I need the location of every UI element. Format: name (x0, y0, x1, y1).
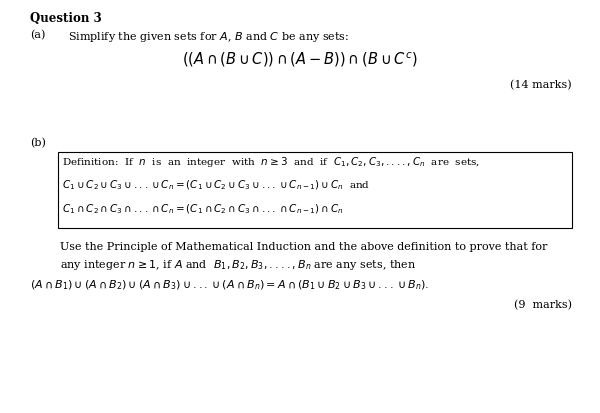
Text: $C_1\cap C_2\cap C_3\cap ...\cap C_n=(C_1\cap C_2\cap C_3\cap ...\cap C_{n-1})\c: $C_1\cap C_2\cap C_3\cap ...\cap C_n=(C_… (62, 202, 344, 216)
Text: $((A\cap(B\cup C))\cap(A-B))\cap(B\cup C^c)$: $((A\cap(B\cup C))\cap(A-B))\cap(B\cup C… (182, 50, 418, 69)
Text: any integer $n\geq 1$, if $A$ and  $B_1,B_2,B_3,....,B_n$ are any sets, then: any integer $n\geq 1$, if $A$ and $B_1,B… (60, 258, 416, 272)
Text: Definition:  If  $n$  is  an  integer  with  $n\geq 3$  and  if  $C_1,C_2,C_3,..: Definition: If $n$ is an integer with $n… (62, 155, 480, 169)
Text: Simplify the given sets for $A$, $B$ and $C$ be any sets:: Simplify the given sets for $A$, $B$ and… (68, 30, 349, 44)
Text: (a): (a) (30, 30, 46, 40)
Bar (58, 152, 572, 228)
Text: (b): (b) (30, 138, 46, 148)
Text: (9  marks): (9 marks) (514, 300, 572, 310)
Text: (14 marks): (14 marks) (511, 80, 572, 90)
Text: Question 3: Question 3 (30, 12, 102, 25)
Text: Use the Principle of Mathematical Induction and the above definition to prove th: Use the Principle of Mathematical Induct… (60, 242, 547, 252)
Text: $C_1\cup C_2\cup C_3\cup ...\cup C_n=(C_1\cup C_2\cup C_3\cup ...\cup C_{n-1})\c: $C_1\cup C_2\cup C_3\cup ...\cup C_n=(C_… (62, 178, 370, 192)
Text: $(A\cap B_1)\cup(A\cap B_2)\cup(A\cap B_3)\cup ...\cup(A\cap B_n)=A\cap(B_1\cup : $(A\cap B_1)\cup(A\cap B_2)\cup(A\cap B_… (30, 278, 429, 292)
